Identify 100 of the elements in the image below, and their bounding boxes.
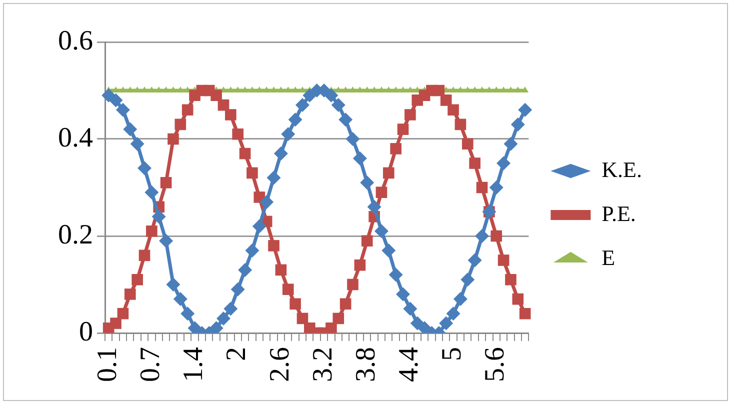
point [456,86,464,92]
point [518,102,532,117]
x-tick-label: 1.4 [178,347,210,382]
point [173,292,188,306]
point [492,86,500,92]
point [170,86,177,92]
point [448,104,459,116]
y-tick-label: 0.2 [58,219,93,250]
point [334,86,342,92]
point [510,117,525,132]
point [512,293,524,305]
point [108,93,123,108]
point [137,161,152,176]
point [505,274,516,286]
point [489,180,504,194]
point [227,86,234,92]
point [159,234,174,248]
x-tick-label: 3.8 [350,347,382,382]
point [453,292,468,306]
point [288,112,302,127]
point [471,86,478,92]
point [245,244,260,258]
point [168,133,179,145]
point [433,84,445,96]
point [367,200,382,214]
point [155,86,162,92]
point [439,316,454,330]
point [123,122,138,136]
point [225,109,236,120]
point [116,102,130,117]
x-tick-label: 5.6 [480,347,511,382]
point [146,225,158,237]
point [124,288,136,300]
point [388,268,403,282]
point [268,240,280,252]
point [296,312,308,324]
y-tick-label: 0.4 [58,122,93,154]
point [464,86,472,92]
point [252,219,266,234]
point [404,109,416,120]
point [248,86,256,92]
x-tick-label: 5 [436,347,468,361]
legend-label: E [602,244,616,270]
point [176,86,184,92]
point [390,143,402,154]
point [356,86,364,92]
point [110,318,122,329]
point [284,86,292,92]
point [382,244,396,258]
point [292,86,299,92]
point [277,86,284,92]
y-tick-label: 0 [79,316,93,348]
point [500,86,508,92]
point [378,86,385,92]
point [364,86,371,92]
point [478,86,486,92]
point [232,128,244,140]
point [132,274,143,286]
point [469,158,480,169]
point [440,94,452,106]
point [224,302,238,316]
point [396,287,410,302]
x-tick-label: 2 [221,347,252,361]
legend-label: K.E. [602,156,642,182]
point [349,86,356,92]
point [490,230,502,242]
point [144,185,159,200]
point [119,86,126,92]
point [360,176,374,190]
point [260,195,274,210]
point [148,86,156,92]
point [406,86,414,92]
point [216,311,230,326]
point [374,224,388,238]
point [352,151,367,166]
point [397,124,409,135]
point [130,136,144,151]
point [162,86,170,92]
point [174,118,186,130]
x-tick-label: 0.1 [92,347,123,382]
point [460,272,475,287]
point [266,170,281,185]
point [160,176,172,188]
point [462,138,474,150]
point [295,98,310,112]
point [263,86,270,92]
point [180,306,195,321]
point [182,104,194,116]
point [299,86,306,92]
x-tick-label: 4.4 [394,347,425,382]
point [242,86,248,92]
point [218,99,230,111]
point [507,86,514,92]
point [117,308,129,320]
x-tick-label: 3.2 [307,347,338,382]
point [290,298,301,310]
point [112,86,120,92]
point [274,146,288,161]
point [324,88,338,102]
point [281,127,296,142]
